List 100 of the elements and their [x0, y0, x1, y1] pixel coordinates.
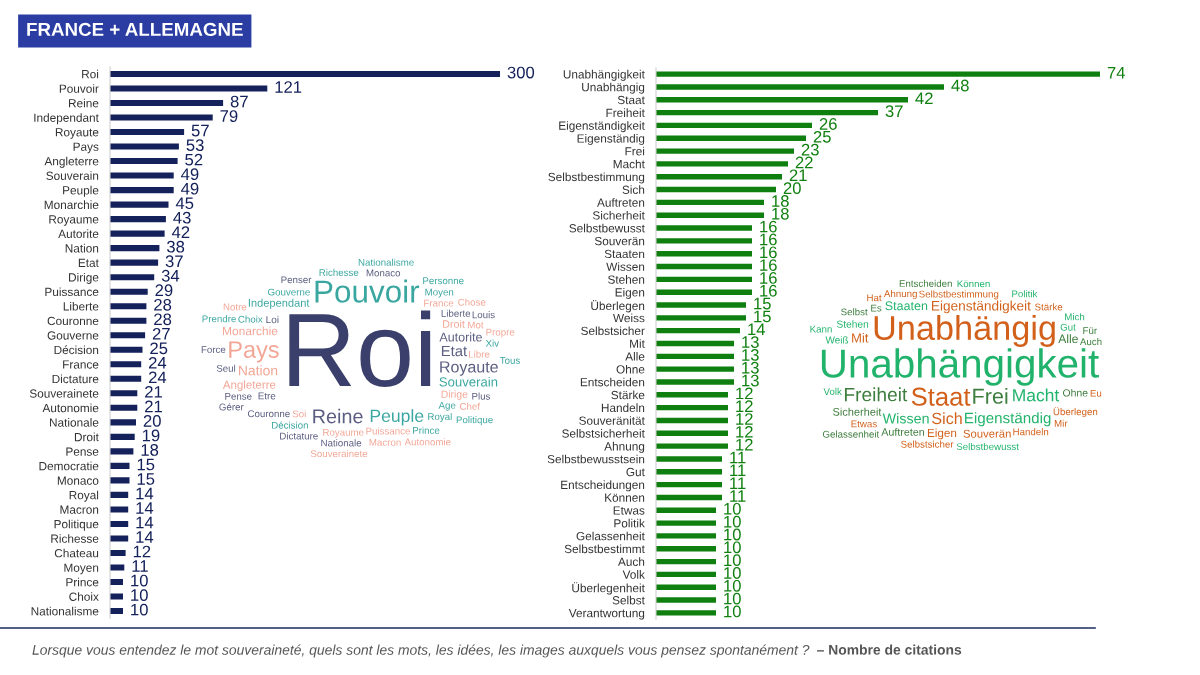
data-label: 16 [760, 272, 777, 284]
bar [656, 597, 716, 603]
bar [656, 520, 716, 526]
y-tick-label: Reine [69, 98, 99, 108]
data-label: 28 [154, 298, 172, 311]
category-label: Pouvoir [315, 279, 420, 303]
category-label: Souverän [963, 429, 1011, 438]
category-label: Royaute [440, 361, 498, 376]
bar [656, 366, 734, 372]
bar [110, 114, 213, 121]
y-tick-label: Macron [60, 505, 99, 514]
category-label: Soi [292, 410, 306, 418]
category-label: Auch [1079, 338, 1102, 346]
bar [656, 456, 722, 462]
category-label: Sich [932, 412, 962, 425]
y-tick-label: Souveränität [579, 416, 645, 425]
bar [110, 259, 159, 266]
bar [656, 584, 716, 590]
bar [110, 332, 146, 339]
category-label: Xiv [485, 339, 500, 347]
y-tick-label: Democratie [39, 461, 99, 471]
category-label: Es [871, 304, 882, 312]
bar [656, 289, 752, 295]
category-label: Für [1083, 327, 1097, 335]
category-label: Royal [428, 412, 452, 422]
data-label: 26 [819, 118, 837, 130]
category-label: Unabhängig [874, 314, 1055, 347]
bar [110, 448, 134, 455]
category-label: Autorite [439, 332, 482, 342]
y-tick-label: Autonomie [42, 403, 99, 413]
bar [656, 546, 716, 552]
data-label: 18 [772, 207, 789, 220]
data-label: 38 [166, 240, 185, 253]
data-label: 53 [186, 139, 204, 152]
text: – Nombre de citations [817, 644, 962, 655]
y-tick-label: Entscheidungen [561, 480, 645, 492]
bar [656, 212, 764, 218]
y-tick-label: Monarchie [44, 200, 99, 209]
y-tick-label: Weiss [613, 313, 645, 323]
category-label: Propre [486, 328, 515, 338]
y-tick-label: Gelassenheit [576, 531, 645, 541]
data-label: 24 [148, 371, 167, 384]
bar [110, 375, 142, 382]
bar [110, 99, 224, 107]
bar [110, 419, 136, 426]
y-tick-label: Selbstbestimmt [564, 544, 645, 554]
y-tick-label: Roi [82, 69, 99, 79]
bar [656, 302, 746, 308]
bar [656, 610, 716, 616]
y-tick-label: Unabhängigkeit [563, 69, 645, 81]
bar [656, 148, 794, 154]
data-label: 21 [789, 169, 807, 182]
category-label: Entscheiden [899, 279, 952, 287]
y-tick-label: Puissance [45, 287, 99, 297]
y-tick-label: Liberte [63, 301, 99, 311]
bar [656, 430, 728, 436]
y-tick-label: Staaten [604, 249, 645, 259]
bar [110, 303, 147, 310]
bar [110, 201, 169, 208]
data-label: 12 [736, 387, 753, 400]
category-label: Hat [867, 294, 882, 302]
category-label: Unabhängigkeit [821, 348, 1099, 386]
y-tick-label: Macht [613, 159, 645, 169]
data-label: 24 [148, 356, 167, 369]
data-label: 14 [136, 502, 154, 514]
category-label: Libre [469, 350, 490, 358]
chart-title: FRANCE + ALLEMAGNE [27, 22, 243, 37]
bar [110, 288, 148, 295]
bar [656, 161, 788, 167]
data-label: 10 [724, 515, 741, 528]
bar [656, 97, 908, 103]
y-tick-label: Pouvoir [59, 84, 99, 93]
data-label: 16 [760, 220, 777, 233]
category-label: Peuple [370, 409, 424, 426]
bar [656, 507, 716, 513]
category-label: Moyen [425, 288, 454, 298]
bar [656, 71, 1100, 77]
data-label: 18 [772, 195, 789, 207]
data-label: 87 [230, 95, 248, 108]
data-label: 14 [136, 531, 154, 543]
data-label: 48 [951, 79, 969, 92]
data-label: 37 [165, 255, 183, 268]
y-tick-label: Royal [69, 490, 99, 502]
bar [110, 158, 178, 165]
y-tick-label: Droit [74, 432, 99, 442]
bar [656, 340, 734, 347]
bar [110, 187, 174, 194]
bar [656, 494, 722, 501]
data-label: 43 [173, 211, 191, 224]
data-label: 21 [145, 385, 162, 398]
category-label: Personne [423, 277, 464, 285]
bar [110, 520, 129, 527]
bar [656, 443, 728, 449]
bar [656, 533, 716, 539]
bar [656, 392, 728, 398]
category-label: Louis [472, 311, 495, 319]
bar [656, 263, 752, 270]
category-label: Eigen [927, 428, 957, 440]
category-label: Couronne [247, 410, 290, 418]
data-label: 34 [161, 269, 180, 282]
